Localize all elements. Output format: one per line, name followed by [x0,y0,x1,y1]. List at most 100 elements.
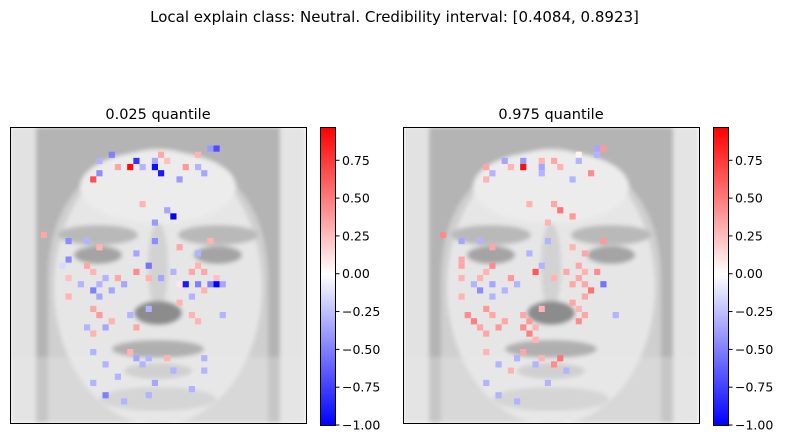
heatmap-pixel [108,287,115,294]
heatmap-pixel [612,312,619,319]
heatmap-pixel [176,244,183,251]
heatmap-pixel [90,305,97,312]
heatmap-pixel [188,312,195,319]
heatmap-pixel [483,379,490,386]
heatmap-pixel [96,244,103,251]
heatmap-pixel [201,170,208,177]
heatmap-pixel [96,312,103,319]
heatmap-pixel [213,145,220,152]
heatmap-pixel [96,170,103,177]
heatmap-pixel [90,349,97,356]
heatmap-pixel [108,318,115,325]
panel-2-frame [403,127,700,424]
heatmap-pixel [495,361,502,368]
heatmap-pixel [514,355,521,362]
heatmap-pixel [495,324,502,331]
heatmap-pixel [477,238,484,245]
heatmap-pixel [600,238,607,245]
heatmap-pixel [544,219,551,226]
heatmap-pixel [127,349,134,356]
heatmap-pixel [575,305,582,312]
heatmap-pixel [489,262,496,269]
heatmap-pixel [581,268,588,275]
heatmap-pixel [501,287,508,294]
heatmap-pixel [90,287,97,294]
heatmap-pixel [151,157,158,164]
colorbar-tick-label: 0.50 [735,191,763,206]
colorbar-tick-label: −0.25 [342,304,380,319]
heatmap-pixel [514,398,521,405]
heatmap-pixel [121,281,128,288]
heatmap-pixel [470,318,477,325]
heatmap-pixel [158,151,165,158]
heatmap-pixel [581,293,588,300]
heatmap-pixel [182,281,189,288]
heatmap-pixel [170,268,177,275]
colorbar-tick-label: −0.25 [735,304,773,319]
heatmap-pixel [158,170,165,177]
heatmap-pixel [84,238,91,245]
heatmap-pixel [520,312,527,319]
heatmap-pixel [458,262,465,269]
panel-1-title: 0.025 quantile [105,107,210,123]
heatmap-pixel [532,336,539,343]
heatmap-pixel [538,355,545,362]
heatmap-pixel [139,201,146,208]
colorbar-tick-label: 0.25 [735,228,763,243]
heatmap-pixel [133,157,140,164]
heatmap-pixel [145,262,152,269]
heatmap-pixel [458,256,465,263]
heatmap-pixel [563,367,570,374]
heatmap-pixel [151,238,158,245]
heatmap-pixel [507,275,514,282]
heatmap-pixel [201,355,208,362]
heatmap-pixel [440,231,447,238]
heatmap-pixel [102,392,109,399]
heatmap-pixel [195,164,202,171]
heatmap-pixel [145,275,152,282]
heatmap-pixel [520,157,527,164]
heatmap-pixel [139,361,146,368]
heatmap-pixel [170,213,177,220]
heatmap-pixel [219,281,226,288]
colorbar-tick-label: 0.00 [735,266,763,281]
heatmap-pixel [569,176,576,183]
heatmap-pixel [182,164,189,171]
heatmap-pixel [458,275,465,282]
panel-1-image [10,127,306,423]
heatmap-pixel [489,293,496,300]
heatmap-pixel [594,151,601,158]
heatmap-pixel [551,201,558,208]
heatmap-pixel [108,151,115,158]
heatmap-pixel [96,293,103,300]
heatmap-pixel [176,299,183,306]
heatmap-pixel [114,164,121,171]
heatmap-pixel [532,324,539,331]
heatmap-pixel [551,157,558,164]
heatmap-pixel [526,318,533,325]
heatmap-pixel [213,281,220,288]
heatmap-pixel [557,207,564,214]
figure-title: Local explain class: Neutral. Credibilit… [150,8,639,26]
panel-2-image [403,127,699,423]
colorbar-tick-label: −0.50 [735,342,773,357]
heatmap-pixel [84,262,91,269]
heatmap-pixel [164,207,171,214]
heatmap-pixel [188,293,195,300]
colorbar-tick-label: −0.75 [342,380,380,395]
heatmap-pixel [563,268,570,275]
heatmap-pixel [145,305,152,312]
heatmap-pixel [501,318,508,325]
heatmap-pixel [489,281,496,288]
heatmap-pixel [600,281,607,288]
colorbar-tick-label: −1.00 [342,418,380,433]
heatmap-pixel [145,355,152,362]
heatmap-pixel [219,312,226,319]
heatmap-pixel [538,157,545,164]
heatmap-pixel [121,398,128,405]
heatmap-pixel [483,349,490,356]
colorbar-tick-label: 0.75 [342,153,370,168]
heatmap-pixel [195,250,202,257]
heatmap-pixel [90,379,97,386]
heatmap-pixel [77,281,84,288]
